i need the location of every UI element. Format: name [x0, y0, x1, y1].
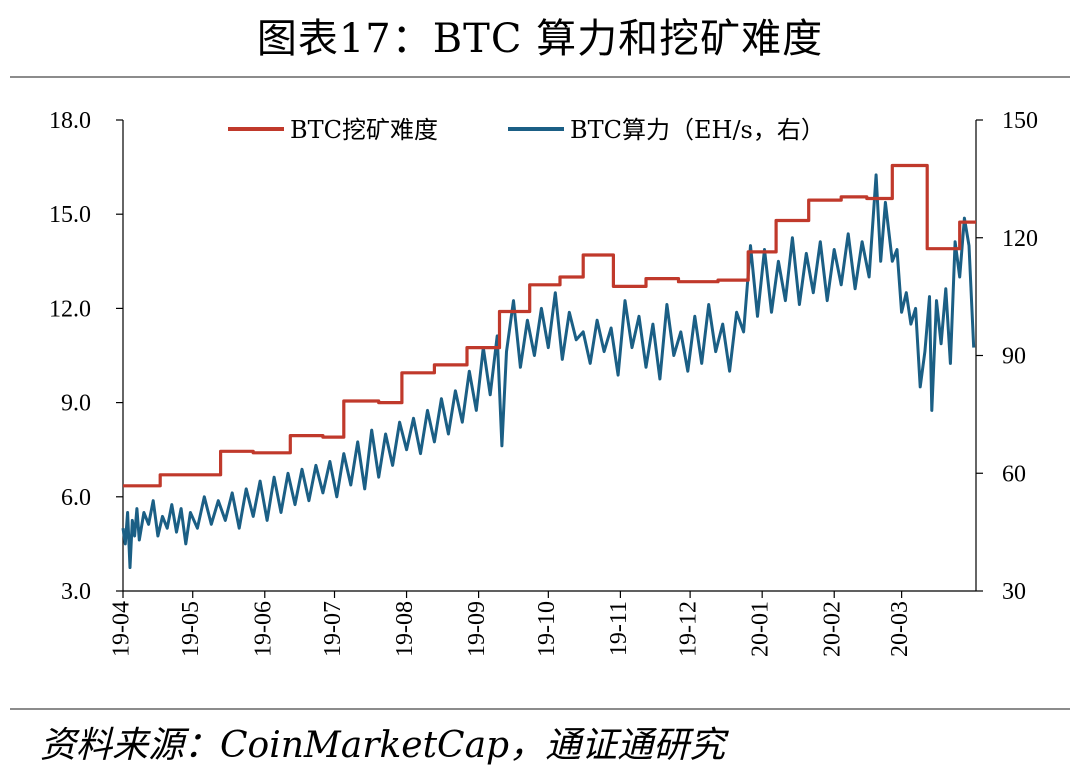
x-axis-ticks: 19-04 19-05 19-06 19-07 19-08 19-09 19-10 19-11…	[109, 591, 913, 657]
chart-series	[121, 163, 976, 569]
x-tick-label: 19-06	[250, 601, 276, 657]
source-note: 资料来源：CoinMarketCap，通证通研究	[40, 725, 726, 766]
x-tick-label: 19-08	[392, 601, 418, 657]
legend-label: BTC挖矿难度	[290, 116, 438, 144]
top-divider	[10, 76, 1070, 78]
left-y-tick-label: 6.0	[61, 485, 91, 511]
legend-hashrate: BTC算力（EH/s，右）	[508, 116, 825, 144]
chart-title: 图表17：BTC 算力和挖矿难度	[256, 16, 824, 62]
x-tick-label: 20-03	[887, 601, 913, 657]
left-y-tick-label: 12.0	[49, 296, 91, 322]
right-y-tick-label: 120	[1002, 226, 1038, 252]
x-tick-label: 20-01	[748, 601, 774, 657]
left-y-tick-label: 15.0	[49, 202, 91, 228]
left-y-axis-ticks: 3.0 6.0 9.0 12.0 15.0 18.0	[49, 108, 123, 605]
right-y-tick-label: 90	[1002, 344, 1026, 370]
x-tick-label: 19-12	[676, 601, 702, 657]
right-y-tick-label: 30	[1002, 579, 1026, 605]
left-y-tick-label: 18.0	[49, 108, 91, 134]
x-tick-label: 19-07	[320, 601, 346, 657]
left-y-tick-label: 3.0	[61, 579, 91, 605]
x-tick-label: 19-05	[178, 601, 204, 657]
right-y-axis-ticks: 30 60 90 120 150	[976, 108, 1038, 605]
left-y-tick-label: 9.0	[61, 391, 91, 417]
x-tick-label: 19-04	[109, 601, 135, 657]
chart-axes	[122, 120, 977, 592]
right-y-tick-label: 60	[1002, 461, 1026, 487]
hashrate-series-line	[121, 173, 976, 569]
x-tick-label: 20-02	[820, 601, 846, 657]
difficulty-series-line	[123, 163, 976, 488]
x-tick-label: 19-10	[534, 601, 560, 657]
legend-label: BTC算力（EH/s，右）	[570, 116, 825, 144]
chart-legend: BTC挖矿难度 BTC算力（EH/s，右）	[228, 116, 825, 144]
x-tick-label: 19-09	[464, 601, 490, 657]
right-y-tick-label: 150	[1002, 108, 1038, 134]
legend-difficulty: BTC挖矿难度	[228, 116, 438, 144]
bottom-divider	[10, 708, 1070, 710]
x-tick-label: 19-11	[606, 601, 632, 656]
